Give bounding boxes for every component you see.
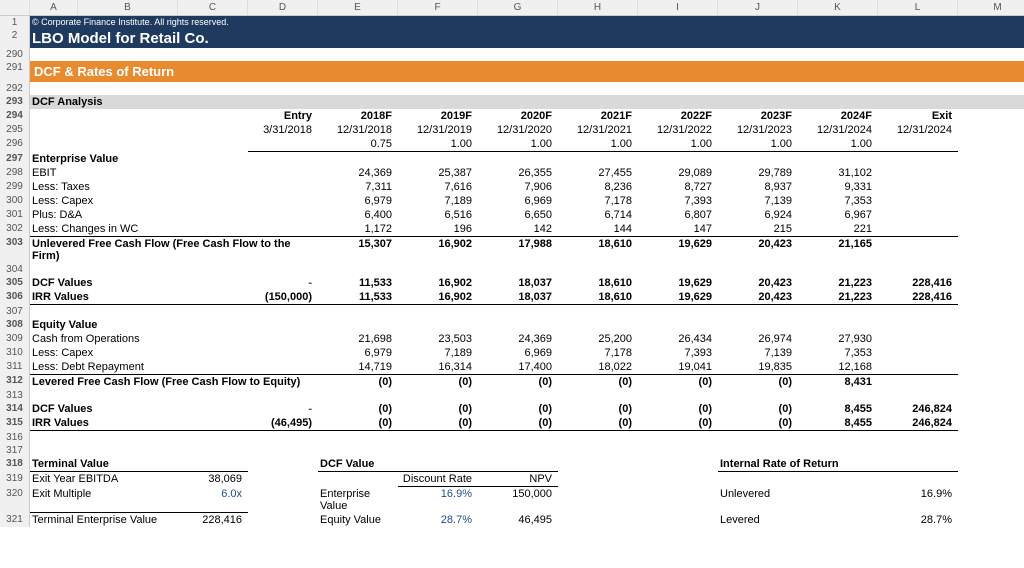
bottom-row-1: 319 Exit Year EBITDA 38,069 Discount Rat… [0, 472, 1024, 487]
period-dates: 295 3/31/201812/31/201812/31/201912/31/2… [0, 123, 1024, 137]
dcf-analysis-header: 293 DCF Analysis [0, 95, 1024, 109]
data-row: 299Less: Taxes7,3117,6167,9068,2368,7278… [0, 180, 1024, 194]
data-row: 310Less: Capex6,9797,1896,9697,1787,3937… [0, 346, 1024, 360]
period-labels: 294 Entry2018F2019F2020F2021F2022F2023F2… [0, 109, 1024, 123]
bottom-row-3: 321 Terminal Enterprise Value 228,416 Eq… [0, 513, 1024, 527]
section-header-row: 291 DCF & Rates of Return [0, 61, 1024, 82]
header-row-2: 2 LBO Model for Retail Co. [0, 29, 1024, 48]
ufcf-row: 303 Unlevered Free Cash Flow (Free Cash … [0, 236, 1024, 263]
column-headers: ABCDEFGHIJKLM [0, 0, 1024, 16]
copyright: © Corporate Finance Institute. All right… [30, 16, 1024, 29]
lfcf-row: 312 Levered Free Cash Flow (Free Cash Fl… [0, 374, 1024, 389]
equity-value-label: 308 Equity Value [0, 318, 1024, 332]
data-row: 309Cash from Operations21,69823,50324,36… [0, 332, 1024, 346]
header-row-1: 1 © Corporate Finance Institute. All rig… [0, 16, 1024, 29]
data-row: 311Less: Debt Repayment14,71916,31417,40… [0, 360, 1024, 374]
dcf-values-2: 314 DCF Values -(0)(0)(0)(0)(0)(0)8,4552… [0, 402, 1024, 416]
bottom-row-2: 320 Exit Multiple 6.0x Enterprise Value … [0, 487, 1024, 513]
dcf-values-1: 305 DCF Values -11,53316,90218,03718,610… [0, 276, 1024, 290]
data-row: 302Less: Changes in WC1,1721961421441472… [0, 222, 1024, 236]
data-row: 301Plus: D&A6,4006,5166,6506,7146,8076,9… [0, 208, 1024, 222]
model-title: LBO Model for Retail Co. [30, 29, 1024, 48]
data-row: 298EBIT24,36925,38726,35527,45529,08929,… [0, 166, 1024, 180]
enterprise-value-label: 297 Enterprise Value [0, 152, 1024, 166]
irr-values-1: 306 IRR Values (150,000)11,53316,90218,0… [0, 290, 1024, 305]
bottom-headers: 318 Terminal Value DCF Value Internal Ra… [0, 457, 1024, 472]
data-row: 300Less: Capex6,9797,1896,9697,1787,3937… [0, 194, 1024, 208]
irr-values-2: 315 IRR Values (46,495)(0)(0)(0)(0)(0)(0… [0, 416, 1024, 431]
period-factors: 296 0.751.001.001.001.001.001.00 [0, 137, 1024, 152]
section-title: DCF & Rates of Return [30, 61, 1024, 82]
